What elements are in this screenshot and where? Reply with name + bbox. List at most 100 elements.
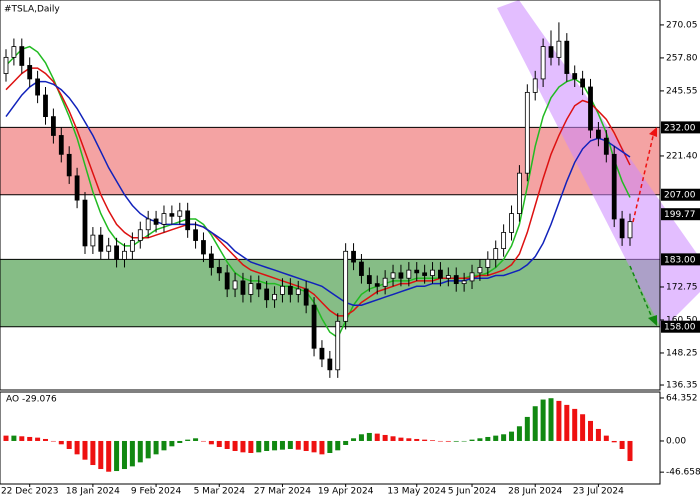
candle-body [295, 288, 301, 295]
ao-bar [390, 436, 396, 441]
ao-bar [121, 440, 127, 470]
trend-channel [497, 0, 700, 330]
ao-bar [106, 440, 112, 472]
ao-bar [90, 440, 96, 466]
ao-bar [335, 440, 341, 451]
level-label: 232.00 [664, 123, 696, 133]
y-tick-label: 257.80 [666, 53, 698, 63]
level-label: 183.00 [664, 255, 696, 265]
ao-bar [398, 437, 404, 441]
ao-bar [216, 440, 222, 447]
ao-bar [501, 434, 507, 441]
ao-bar [153, 440, 159, 455]
ao-bar [27, 436, 33, 441]
ao-bar [414, 438, 420, 441]
ao-bar [193, 438, 199, 441]
ao-bar [19, 436, 25, 441]
ao-bar [240, 440, 246, 453]
ao-bar [453, 440, 459, 442]
candle-body [35, 78, 40, 96]
candle-body [256, 283, 262, 290]
candle-body [240, 280, 246, 295]
ao-bar [366, 432, 372, 441]
candle-body [311, 304, 317, 349]
level-box [661, 320, 700, 333]
axis: 270.05 257.80 245.55 221.40 172.75 160.50 148.… [1, 20, 700, 497]
ao-tick-label: 0.00 [666, 436, 686, 446]
ao-bar [516, 426, 522, 441]
up-arrow [632, 131, 655, 223]
zone [0, 127, 660, 195]
candle-body [430, 269, 435, 276]
candle-body [517, 172, 522, 214]
candle-body [74, 175, 80, 201]
ao-bar [509, 431, 515, 441]
ao-bar [264, 440, 270, 451]
candle-body [185, 210, 191, 231]
ao-bar [619, 440, 625, 449]
down-arrow-head [648, 315, 657, 326]
candle-body [82, 199, 88, 247]
candle-body [50, 116, 56, 136]
ao-bar [177, 440, 183, 443]
ao-bar [572, 408, 578, 441]
up-arrow-head [649, 127, 657, 137]
ao-bar [145, 440, 151, 459]
candle-body [201, 240, 206, 255]
ao-bar [319, 440, 325, 455]
candle-body [224, 272, 230, 290]
candle-body [280, 285, 285, 295]
ao-bar [82, 440, 88, 460]
candle-body [11, 46, 17, 58]
x-tick-label: 18 Jan 2024 [66, 487, 120, 497]
ao-bar [256, 440, 262, 453]
ao-bar [224, 440, 230, 449]
ao-bar [185, 439, 191, 441]
candle-body [422, 272, 428, 276]
ao-bar [580, 414, 586, 441]
ao-bar [477, 438, 483, 441]
current-price-box [661, 208, 700, 221]
ao-bar [11, 435, 17, 441]
candle-body [208, 253, 214, 268]
candle-body [264, 288, 270, 301]
candle-body [501, 232, 507, 249]
ao-bar [406, 438, 412, 441]
candle-body [114, 245, 119, 260]
x-tick-label: 27 Mar 2024 [254, 487, 311, 497]
candle-body [485, 258, 491, 268]
ao-bar [232, 440, 238, 451]
y-tick-label: 245.55 [666, 86, 698, 96]
ao-bar [556, 400, 562, 441]
down-arrow [629, 265, 654, 321]
candle-body [390, 272, 396, 279]
ao-bar [311, 440, 317, 453]
candle-body [414, 269, 420, 274]
level-label: 158.00 [664, 323, 696, 333]
candle-body [611, 153, 617, 220]
candle-body [193, 229, 198, 241]
ao-bar [351, 438, 357, 441]
ao-bar [3, 435, 9, 441]
candle-body [469, 272, 475, 282]
ao-bar [382, 434, 388, 441]
ao-bar [469, 439, 475, 441]
ao-bar [627, 440, 633, 462]
plot [3, 22, 633, 472]
candle-body [445, 275, 451, 279]
ao-bar [611, 440, 617, 443]
candle-body [359, 261, 364, 276]
zone [0, 259, 660, 327]
candle-body [627, 221, 633, 239]
current-price-label: 199.77 [664, 210, 696, 220]
level-box [661, 253, 700, 266]
candle-body [351, 250, 356, 263]
ao-bar [35, 437, 41, 441]
ao-bar [42, 438, 48, 441]
ao-bar [493, 435, 499, 441]
candle-body [564, 40, 570, 74]
candle-body [122, 250, 127, 260]
candle-body [580, 78, 586, 88]
candle-body [532, 78, 538, 93]
candle-body [438, 269, 443, 279]
